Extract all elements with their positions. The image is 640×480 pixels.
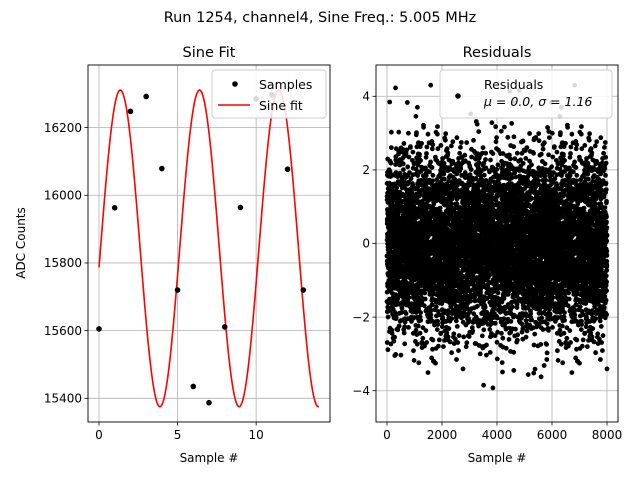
sine-fit-xlabel: Sample # — [180, 451, 239, 465]
sample-point — [284, 166, 291, 173]
sine-fit-x-tick-label: 5 — [174, 428, 182, 442]
sine-fit-y-tick-label: 15800 — [44, 256, 82, 270]
sample-point — [221, 324, 228, 330]
residuals-legend: Residuals μ = 0.0, σ = 1.16 — [439, 69, 613, 119]
sine-fit-legend-box — [211, 69, 327, 119]
sine-fit-ylabel: ADC Counts — [14, 207, 28, 279]
residuals-x-tick-label: 8000 — [592, 428, 623, 442]
sine-fit-grid — [88, 65, 330, 422]
sine-fit-points-layer — [96, 91, 307, 406]
sine-fit-y-tick-label: 16200 — [44, 121, 82, 135]
residuals-x-tick-label: 6000 — [537, 428, 568, 442]
figure-suptitle: Run 1254, channel4, Sine Freq.: 5.005 MH… — [164, 10, 477, 26]
sample-point — [206, 399, 212, 406]
sine-fit-axes-frame — [87, 64, 331, 423]
residuals-y-tick-label: 0 — [362, 237, 370, 251]
residuals-y-tick-label: 2 — [362, 163, 370, 177]
sine-fit-panel: Sine Fit 0 5 10 15400 15600 15800 16000 16200 S… — [14, 45, 331, 465]
sine-fit-x-tick-label: 0 — [95, 428, 103, 442]
sample-point — [96, 326, 102, 332]
legend-residuals-label: Residuals — [484, 77, 543, 92]
sine-fit-y-tick-label: 15400 — [44, 392, 82, 406]
residuals-x-tick-label: 4000 — [482, 428, 513, 442]
residuals-y-tick-label: −4 — [352, 384, 370, 398]
sine-fit-y-tick-label: 15600 — [44, 324, 82, 338]
residuals-x-tick-label: 2000 — [427, 428, 458, 442]
sine-fit-curve-layer — [98, 89, 320, 408]
legend-samples-marker — [232, 81, 238, 87]
residuals-x-tick-label: 0 — [383, 428, 391, 442]
legend-sine-fit-label: Sine fit — [259, 98, 303, 113]
sine-fit-legend: Samples Sine fit — [211, 69, 327, 119]
sine-fit-title: Sine Fit — [183, 45, 236, 61]
sample-point — [300, 287, 307, 293]
residuals-title: Residuals — [463, 45, 532, 61]
legend-samples-label: Samples — [259, 77, 312, 92]
sample-point — [174, 287, 181, 293]
sample-point — [127, 108, 134, 115]
residuals-xlabel: Sample # — [468, 451, 527, 465]
sample-point — [143, 93, 149, 100]
sine-fit-line — [98, 89, 320, 408]
residuals-ticks: 0 2000 4000 6000 8000 −4 −2 0 2 4 — [352, 89, 622, 442]
residuals-points-layer — [384, 82, 610, 391]
legend-residuals-marker — [455, 93, 461, 99]
sine-fit-x-tick-label: 10 — [249, 428, 264, 442]
sample-point — [111, 205, 118, 211]
residuals-panel: Residuals 0 2000 4000 6000 8000 −4 −2 0 2 4 Sampl… — [352, 45, 622, 465]
legend-residuals-stats: μ = 0.0, σ = 1.16 — [483, 94, 592, 109]
residual-points — [384, 82, 610, 391]
sine-fit-y-tick-label: 16000 — [44, 188, 82, 202]
sample-point — [159, 165, 165, 172]
sample-point — [237, 204, 244, 211]
sample-point — [190, 383, 197, 390]
sine-fit-ticks: 0 5 10 15400 15600 15800 16000 16200 — [44, 121, 264, 442]
residuals-y-tick-label: 4 — [362, 89, 370, 103]
residuals-legend-box — [439, 69, 613, 119]
residuals-y-tick-label: −2 — [352, 310, 370, 324]
